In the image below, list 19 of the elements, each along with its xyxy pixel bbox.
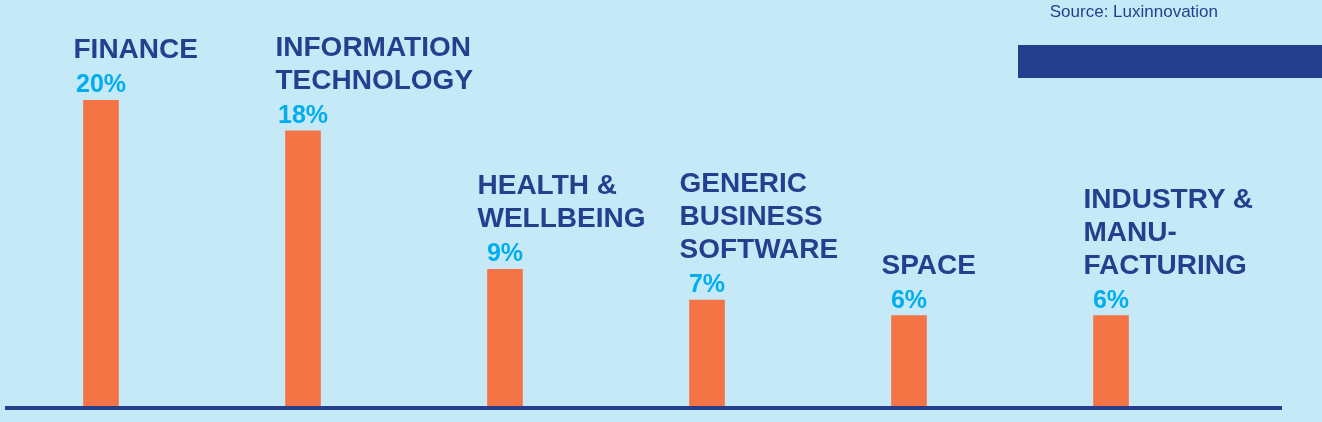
data-label: 9% — [486, 238, 524, 267]
source-note: Source: Luxinnovation — [1049, 2, 1218, 22]
bar — [891, 315, 927, 408]
bar — [285, 130, 321, 408]
bar — [1093, 315, 1129, 408]
data-label: 20% — [75, 69, 127, 97]
x-tick-label: HEALTH & WELLBEING — [477, 169, 646, 234]
x-tick-label: FINANCE — [73, 33, 198, 64]
data-label: 6% — [1092, 284, 1130, 313]
bar — [83, 100, 119, 408]
data-label: 7% — [688, 269, 726, 298]
data-label: 18% — [277, 99, 329, 128]
data-label: 6% — [890, 284, 928, 313]
bar — [689, 299, 725, 408]
bar — [487, 269, 523, 408]
x-tick-label: SPACE — [881, 248, 976, 280]
x-tick-label: INFORMATION TECHNOLOGY — [275, 30, 474, 95]
x-tick-label: GENERIC BUSINESS SOFTWARE — [679, 167, 839, 265]
x-tick-label: INDUSTRY & MANU-FACTURING — [1083, 182, 1254, 280]
